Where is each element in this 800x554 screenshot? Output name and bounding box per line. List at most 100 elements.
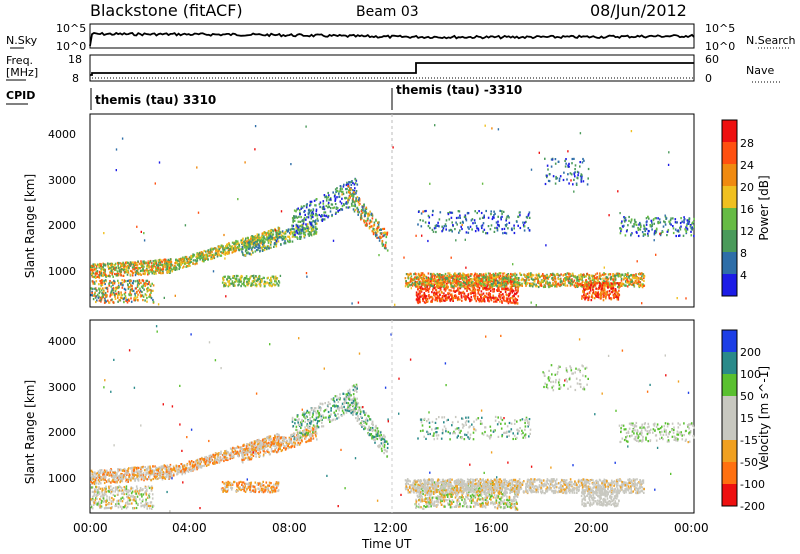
freq-label-2: [MHz] — [6, 66, 38, 79]
scatter-cell-4535 — [523, 225, 525, 228]
scatter-cell-1397 — [281, 237, 284, 240]
scatter-cell-4267 — [570, 279, 573, 282]
scatter-cell-2585 — [446, 280, 449, 283]
scatter-cell-1987 — [382, 231, 385, 235]
scatter-cell-3947 — [593, 275, 596, 278]
scatter-cell-3872 — [457, 272, 460, 276]
scatter-cell-4533 — [431, 213, 434, 217]
scatter-cell-4018 — [542, 273, 544, 276]
scatter-cell-2648 — [466, 295, 468, 298]
scatter-cell-4190 — [546, 276, 548, 280]
scatter-cell-3713 — [405, 273, 408, 276]
scatter-cell-4112 — [454, 280, 456, 283]
scatter-cell-3702 — [419, 280, 421, 283]
scatter-cell-3645 — [478, 276, 480, 279]
scatter-cell-2172 — [232, 275, 235, 278]
scatter-cell-4754 — [574, 171, 576, 174]
scatter-cell-1674 — [337, 209, 339, 213]
scatter-cell-4861 — [634, 220, 636, 223]
scatter-cell-3038 — [442, 295, 444, 298]
scatter-cell-372 — [169, 270, 171, 273]
scatter-cell-1184 — [217, 249, 220, 252]
scatter-cell-1370 — [249, 246, 251, 249]
scatter-cell-1766 — [309, 203, 312, 206]
scatter-cell-4495 — [586, 283, 588, 286]
scatter-cell-3675 — [510, 278, 513, 281]
scatter-cell-3990 — [638, 284, 640, 288]
scatter-cell-101 — [123, 270, 126, 273]
scatter-cell-3091 — [448, 279, 450, 282]
scatter-cell-4657 — [505, 217, 508, 220]
scatter-cell-688 — [110, 290, 113, 293]
scatter-cell-3848 — [426, 283, 428, 286]
scatter-cell-518 — [117, 294, 119, 297]
scatter-cell-2175 — [250, 282, 253, 285]
scatter-cell-3359 — [479, 273, 481, 276]
scatter-cell-4049 — [528, 278, 530, 281]
scatter-cell-1614 — [352, 181, 354, 185]
scatter-cell-3389 — [637, 276, 640, 280]
scatter-cell-3454 — [465, 283, 468, 286]
scatter-cell-965 — [184, 262, 186, 265]
scatter-cell-1669 — [354, 187, 356, 190]
scatter-cell-595 — [92, 287, 94, 290]
scatter-cell-3766 — [609, 273, 612, 276]
cpid-label: CPID — [6, 89, 35, 102]
scatter-cell-1861 — [343, 183, 345, 186]
scatter-cell-2870 — [415, 291, 418, 294]
scatter-cell-4081 — [472, 277, 475, 280]
scatter-cell-2709 — [449, 289, 451, 292]
scatter-cell-4581 — [449, 211, 451, 214]
scatter-cell-591 — [120, 291, 122, 294]
scatter-cell-2025 — [353, 204, 355, 207]
scatter-cell-4654 — [487, 225, 490, 228]
scatter-cell-1262 — [223, 248, 226, 251]
scatter-cell-3824 — [554, 285, 556, 288]
scatter-cell-4461 — [614, 288, 617, 291]
scatter-cell-1284 — [189, 257, 192, 260]
scatter-cell-3270 — [569, 281, 571, 284]
scatter-cell-3823 — [459, 283, 462, 287]
scatter-cell-3780 — [438, 276, 441, 279]
scatter-cell-4145 — [494, 272, 497, 275]
scatter-cell-561 — [101, 292, 103, 295]
scatter-cell-567 — [115, 292, 118, 295]
scatter-cell-2759 — [468, 275, 470, 278]
scatter-cell-414 — [126, 270, 128, 273]
scatter-cell-1295 — [238, 243, 240, 246]
scatter-cell-1148 — [252, 240, 254, 243]
scatter-cell-2511 — [474, 298, 477, 301]
scatter-cell-1519 — [259, 237, 262, 240]
scatter-cell-3206 — [450, 276, 452, 279]
scatter-cell-1420 — [288, 235, 290, 238]
scatter-cell-3386 — [447, 285, 449, 288]
scatter-cell-1650 — [343, 203, 345, 207]
scatter-cell-4499 — [618, 283, 620, 286]
scatter-cell-426 — [122, 264, 125, 267]
scatter-cell-2104 — [233, 275, 235, 278]
scatter-cell-3683 — [605, 276, 608, 279]
scatter-cell-2219 — [238, 278, 240, 281]
scatter-cell-1486 — [308, 234, 310, 237]
scatter-cell-3665 — [581, 280, 584, 283]
scatter-cell-625 — [109, 295, 111, 298]
scatter-cell-482 — [104, 286, 107, 290]
scatter-cell-622 — [99, 279, 101, 283]
scatter-cell-1696 — [304, 213, 306, 216]
scatter-cell-335 — [146, 264, 149, 267]
scatter-cell-3468 — [480, 285, 483, 288]
scatter-cell-758 — [137, 299, 139, 302]
scatter-cell-3666 — [451, 285, 454, 288]
scatter-cell-2237 — [258, 282, 261, 286]
scatter-cell-678 — [118, 299, 121, 302]
scatter-cell-727 — [93, 293, 96, 296]
power-scatter — [90, 124, 695, 307]
scatter-cell-2055 — [378, 228, 381, 232]
scatter-cell-1800 — [298, 215, 300, 218]
scatter-cell-4188 — [549, 274, 551, 277]
scatter-cell-1935 — [376, 225, 379, 228]
scatter-cell-4083 — [422, 274, 424, 277]
scatter-cell-3725 — [521, 282, 523, 285]
scatter-cell-4770 — [544, 182, 547, 186]
scatter-cell-3505 — [593, 278, 595, 281]
